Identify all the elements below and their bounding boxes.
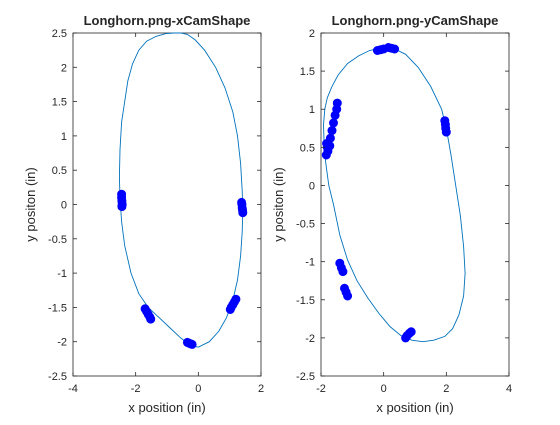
y-tick-label: -2 — [57, 337, 67, 349]
contact-point-marker — [338, 267, 348, 277]
x-tick-label: 0 — [381, 383, 387, 395]
y-tick-label: -2.5 — [48, 371, 67, 383]
contact-point-marker — [327, 126, 337, 136]
contact-point-marker — [330, 110, 340, 120]
y-tick-label: -1.5 — [48, 302, 67, 314]
x-tick-label: 4 — [506, 383, 512, 395]
y-tick-label: -2 — [305, 333, 315, 345]
contact-point-marker — [343, 291, 353, 301]
chart-2: -2 0 2 4-2.5-2-1.5-1-0.500.511.52Longhorn.p… — [271, 13, 512, 415]
contact-point-marker — [329, 118, 338, 128]
chart-1: -4 -2 0 2 -2.5 -2 -1.5 -1 -0.5 0 0.5 1 1.5 2 2.5 Longho… — [23, 13, 264, 415]
contact-point-marker — [441, 127, 451, 137]
y-tick-label: -0.5 — [48, 234, 67, 246]
y-tick-label: 0 — [309, 180, 315, 192]
y-axis-label: y positon (in) — [271, 167, 286, 241]
y-tick-label: 0 — [61, 200, 67, 212]
y-tick-label: 2.5 — [52, 28, 67, 40]
contact-point-marker — [117, 202, 127, 212]
y-tick-label: 0.5 — [300, 142, 315, 154]
axes-box — [72, 32, 262, 377]
x-axis-label: x position (in) — [376, 400, 453, 415]
y-tick-label: 1.5 — [52, 97, 67, 109]
contact-point-marker — [321, 150, 331, 160]
y-tick-label: 2 — [61, 62, 67, 74]
chart-title: Longhorn.png-yCamShape — [332, 13, 499, 28]
y-tick-label: -1 — [305, 257, 315, 269]
x-tick-label: 2 — [443, 383, 449, 395]
y-tick-label: 1 — [61, 131, 67, 143]
contact-point-marker — [146, 314, 156, 324]
y-tick-label: -1.5 — [296, 295, 315, 307]
y-tick-label: 2 — [309, 28, 315, 40]
chart-title: Longhorn.png-xCamShape — [84, 13, 251, 28]
axes-box — [320, 32, 510, 377]
y-tick-label: 0.5 — [52, 165, 67, 177]
x-tick-label: -4 — [68, 383, 78, 395]
x-tick-label: 0 — [195, 383, 201, 395]
y-tick-label: -1 — [57, 268, 67, 280]
contact-point-marker — [238, 208, 248, 218]
contact-point-marker — [187, 339, 197, 349]
y-axis-label: y positon (in) — [23, 167, 38, 241]
contact-point-marker — [406, 327, 416, 337]
cam-profile-line — [118, 32, 244, 348]
x-axis-label: x position (in) — [128, 400, 205, 415]
y-tick-label: -2.5 — [296, 371, 315, 383]
contact-point-marker — [322, 139, 332, 148]
y-tick-label: 1 — [309, 104, 315, 116]
contact-point-marker — [390, 44, 400, 54]
x-tick-label: 2 — [258, 383, 264, 395]
x-tick-label: -2 — [131, 383, 141, 395]
contact-point-marker — [225, 305, 235, 314]
y-tick-label: 1.5 — [300, 66, 315, 78]
cam-profile-line — [323, 47, 466, 343]
x-tick-label: -2 — [316, 383, 326, 395]
y-tick-label: -0.5 — [296, 219, 315, 231]
